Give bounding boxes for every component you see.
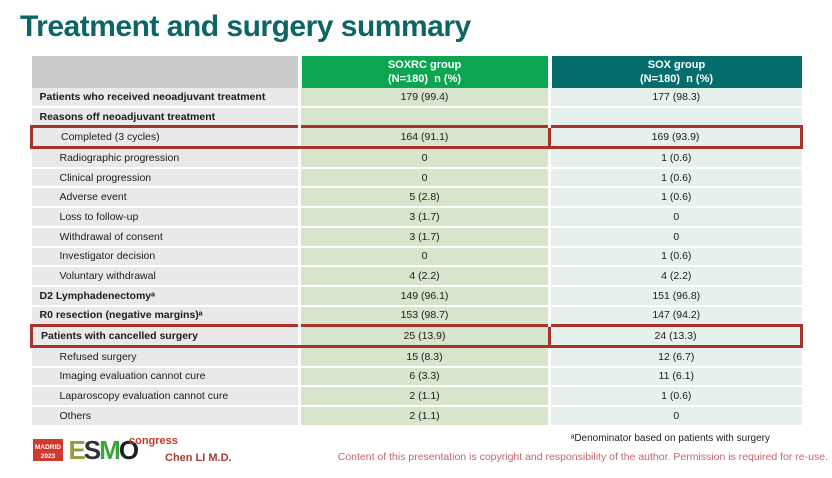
sox-value: 24 (13.3): [548, 324, 803, 348]
esmo-letter-s: S: [83, 435, 101, 465]
sox-value: 169 (93.9): [548, 125, 803, 150]
madrid-2023-badge: MADRID 2023: [33, 439, 63, 461]
table-row: Adverse event 5 (2.8) 1 (0.6): [31, 187, 802, 209]
table-row: Patients with cancelled surgery 25 (13.9)…: [30, 324, 803, 348]
row-label: D2 Lymphadenectomyᵃ: [31, 285, 301, 307]
row-label: Radiographic progression: [31, 147, 301, 169]
row-label: Completed (3 cycles): [30, 125, 301, 150]
sox-value: 1 (0.6): [549, 147, 802, 169]
soxrc-value: 5 (2.8): [299, 187, 551, 209]
table-row: Investigator decision 0 1 (0.6): [31, 246, 802, 268]
row-label: Refused surgery: [31, 346, 301, 368]
header-empty-cell: [31, 56, 300, 88]
row-label: Voluntary withdrawal: [31, 266, 301, 287]
table-row: Others 2 (1.1) 0: [31, 406, 802, 427]
presenter-name: Chen LI M.D.: [165, 452, 232, 464]
table-row: R0 resection (negative margins)ᵃ 153 (98.…: [31, 305, 802, 327]
soxrc-value: 0: [299, 147, 551, 169]
row-label: Imaging evaluation cannot cure: [31, 366, 301, 388]
soxrc-value: 164 (91.1): [299, 125, 551, 150]
soxrc-value: 3 (1.7): [299, 226, 551, 248]
table-row: Reasons off neoadjuvant treatment: [31, 106, 802, 128]
row-label: Laparoscopy evaluation cannot cure: [31, 386, 301, 407]
sox-value: 12 (6.7): [549, 346, 802, 368]
sox-value: 147 (94.2): [549, 305, 802, 327]
table-row: Loss to follow-up 3 (1.7) 0: [31, 207, 802, 228]
soxrc-value: 179 (99.4): [299, 88, 551, 108]
esmo-congress-logo: MADRID 2023 ESMO congress: [33, 435, 178, 468]
row-label: Withdrawal of consent: [31, 226, 301, 248]
table-row: Imaging evaluation cannot cure 6 (3.3) 11 …: [31, 366, 802, 388]
row-label: Reasons off neoadjuvant treatment: [31, 106, 301, 128]
table-row: Voluntary withdrawal 4 (2.2) 4 (2.2): [31, 266, 802, 287]
row-label: Investigator decision: [31, 246, 301, 268]
soxrc-value: 25 (13.9): [299, 324, 551, 348]
table-row: Completed (3 cycles) 164 (91.1) 169 (93.9): [30, 125, 803, 150]
logo-city: MADRID: [35, 444, 61, 451]
soxrc-value: 4 (2.2): [299, 266, 551, 287]
soxrc-value: 0: [299, 167, 551, 189]
sox-value: 4 (2.2): [549, 266, 802, 287]
soxrc-value: 2 (1.1): [299, 406, 551, 427]
sox-value: [549, 106, 802, 128]
esmo-letter-o: O: [118, 435, 139, 465]
sox-value: 151 (96.8): [549, 285, 802, 307]
row-label: R0 resection (negative margins)ᵃ: [31, 305, 301, 327]
row-label: Clinical progression: [31, 167, 301, 189]
sox-value: 0: [549, 226, 802, 248]
table-row: Refused surgery 15 (8.3) 12 (6.7): [31, 346, 802, 368]
soxrc-value: [299, 106, 551, 128]
soxrc-value: 6 (3.3): [299, 366, 551, 388]
sox-value: 1 (0.6): [549, 246, 802, 268]
soxrc-value: 149 (96.1): [299, 285, 551, 307]
header-soxrc-line2: (N=180) n (%): [387, 73, 462, 85]
table-row: Patients who received neoadjuvant treatm…: [31, 88, 802, 108]
row-label: Loss to follow-up: [31, 207, 301, 228]
esmo-wordmark: ESMO: [68, 435, 139, 465]
header-soxrc-line1: SOXRC group: [387, 58, 462, 71]
sox-value: 177 (98.3): [549, 88, 802, 108]
page-title: Treatment and surgery summary: [20, 10, 471, 43]
sox-value: 1 (0.6): [549, 386, 802, 407]
soxrc-value: 3 (1.7): [299, 207, 551, 228]
footnote: ᵃDenominator based on patients with surg…: [570, 433, 770, 444]
soxrc-value: 153 (98.7): [299, 305, 551, 327]
header-sox-line2: (N=180) n (%): [639, 73, 714, 85]
row-label: Others: [31, 406, 301, 427]
table-row: Laparoscopy evaluation cannot cure 2 (1.1…: [31, 386, 802, 407]
sox-value: 1 (0.6): [549, 187, 802, 209]
table-header-row: SOXRC group (N=180) n (%) SOX group (N=1…: [31, 56, 802, 88]
sox-value: 0: [549, 207, 802, 228]
sox-value: 11 (6.1): [549, 366, 802, 388]
table-row: Clinical progression 0 1 (0.6): [31, 167, 802, 189]
esmo-letter-e: E: [68, 435, 85, 465]
header-soxrc-group: SOXRC group (N=180) n (%): [297, 56, 550, 88]
sox-value: 1 (0.6): [549, 167, 802, 189]
soxrc-value: 0: [299, 246, 551, 268]
soxrc-value: 2 (1.1): [299, 386, 551, 407]
header-sox-line1: SOX group: [647, 58, 706, 71]
row-label: Patients with cancelled surgery: [30, 324, 301, 348]
esmo-letter-m: M: [99, 435, 121, 465]
logo-year: 2023: [40, 453, 56, 461]
row-label: Patients who received neoadjuvant treatm…: [31, 88, 301, 108]
summary-table: SOXRC group (N=180) n (%) SOX group (N=1…: [30, 56, 803, 427]
row-label: Adverse event: [31, 187, 301, 209]
copyright-notice: Content of this presentation is copyrigh…: [337, 451, 828, 463]
table-row: D2 Lymphadenectomyᵃ 149 (96.1) 151 (96.8): [31, 285, 802, 307]
table-row: Withdrawal of consent 3 (1.7) 0: [31, 226, 802, 248]
summary-table-body: Patients who received neoadjuvant treatm…: [30, 88, 803, 427]
congress-label: congress: [129, 435, 178, 447]
sox-value: 0: [549, 406, 802, 427]
header-sox-group: SOX group (N=180) n (%): [547, 56, 802, 88]
soxrc-value: 15 (8.3): [299, 346, 551, 368]
table-row: Radiographic progression 0 1 (0.6): [31, 147, 802, 169]
